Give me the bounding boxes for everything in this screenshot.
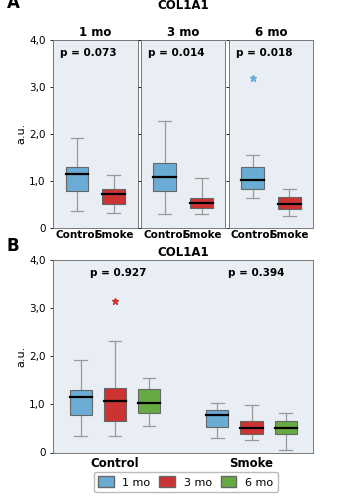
Bar xyxy=(275,421,297,434)
Title: 6 mo: 6 mo xyxy=(255,26,287,39)
Bar xyxy=(138,389,160,413)
Text: p = 0.014: p = 0.014 xyxy=(148,48,204,58)
Bar xyxy=(190,198,213,208)
Bar xyxy=(69,390,92,415)
Y-axis label: a.u.: a.u. xyxy=(17,346,26,367)
Bar xyxy=(104,388,126,421)
Title: COL1A1: COL1A1 xyxy=(157,246,209,259)
Text: p = 0.018: p = 0.018 xyxy=(236,48,292,58)
Bar xyxy=(206,410,228,428)
Y-axis label: a.u.: a.u. xyxy=(17,123,26,144)
Bar xyxy=(66,166,88,191)
Text: B: B xyxy=(7,237,20,255)
Text: COL1A1: COL1A1 xyxy=(157,0,209,12)
Bar xyxy=(278,197,301,209)
Text: p = 0.394: p = 0.394 xyxy=(228,268,284,278)
Title: 1 mo: 1 mo xyxy=(79,26,112,39)
Legend: 1 mo, 3 mo, 6 mo: 1 mo, 3 mo, 6 mo xyxy=(94,472,278,492)
Text: p = 0.927: p = 0.927 xyxy=(90,268,147,278)
Bar xyxy=(241,166,264,189)
Text: p = 0.073: p = 0.073 xyxy=(60,48,117,58)
Title: 3 mo: 3 mo xyxy=(167,26,200,39)
Bar xyxy=(153,163,176,191)
Text: A: A xyxy=(7,0,20,12)
Bar xyxy=(240,421,262,434)
Bar xyxy=(103,189,125,204)
